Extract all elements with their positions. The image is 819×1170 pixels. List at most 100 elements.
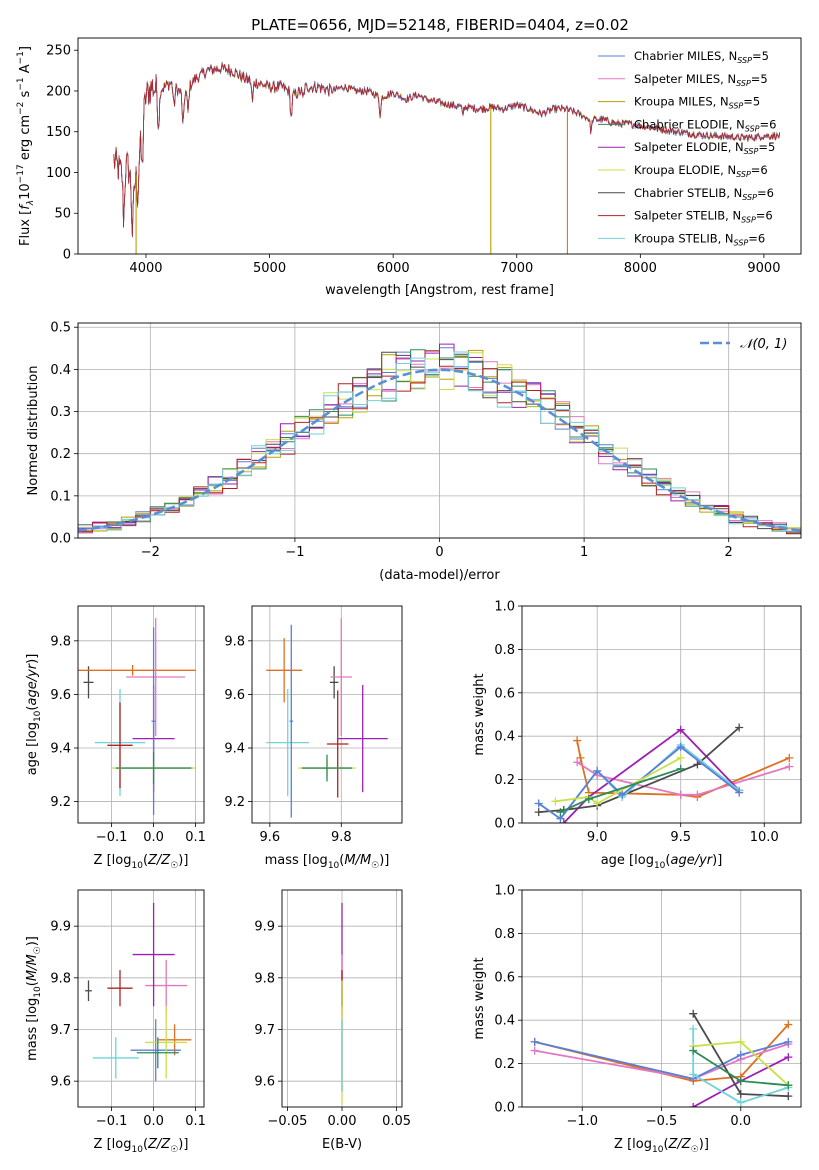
weight-marker-gray — [736, 1089, 745, 1098]
label-part: M/M — [25, 954, 40, 981]
y-tick-label: 0.8 — [494, 927, 515, 942]
mass_weight_vs_age-panel: 9.0 9.5 10.0 0.0 0.2 0.4 0.6 0.8 1.0 mass weight a… — [472, 600, 802, 871]
legend-entry: Chabrier MILES, NSSP=5 — [634, 49, 769, 65]
y-tick-label: 1.0 — [494, 884, 515, 899]
panels: 4000 5000 6000 7000 8000 9000050100150200250w… — [16, 37, 802, 1155]
x-tick-label: −1 — [285, 545, 304, 560]
weight-marker-pink — [785, 762, 794, 771]
y-tick-label: 0.2 — [494, 1057, 515, 1072]
subscript: ☉ — [170, 861, 178, 871]
label-part: SSP — [736, 170, 751, 179]
mass_vs_ebv-panel: −0.05 0.00 0.05 9.6 9.7 9.8 9.9 E(B-V) — [254, 889, 411, 1152]
label-part: )] — [379, 853, 389, 868]
label-part: SSP — [737, 56, 752, 65]
y-tick-label: 9.8 — [224, 634, 245, 649]
weight-marker-cyan — [689, 1070, 698, 1079]
subscript: 10 — [131, 861, 143, 871]
weight-marker-blue — [784, 1037, 793, 1046]
label-part: =5 — [743, 95, 760, 109]
label-part: =6 — [748, 231, 765, 245]
spectrum-line-red — [113, 63, 781, 237]
x-tick-label: −0.1 — [96, 1114, 128, 1129]
weight-marker-orange — [576, 753, 585, 762]
weight-marker-cyan — [736, 1098, 745, 1107]
legend-entry: Salpeter STELIB, NSSP=6 — [634, 209, 773, 225]
x-tick-label: −1.0 — [566, 1114, 598, 1129]
weight-marker-orange — [784, 1020, 793, 1029]
weight-line-blue — [538, 746, 740, 820]
weight-marker-gray — [784, 1092, 793, 1101]
residuals-plot-area — [78, 343, 801, 535]
label-part: Z/Z — [668, 1137, 692, 1152]
x-tick-label: −2 — [141, 545, 160, 560]
weight-marker-green — [736, 1076, 745, 1085]
y-tick-label: 150 — [46, 125, 71, 140]
weight-marker-orange — [573, 736, 582, 745]
y-tick-label: 9.7 — [254, 1023, 275, 1038]
x-tick-label: 9.6 — [260, 830, 281, 845]
x-tick-label: 6000 — [377, 261, 410, 276]
y-tick-label: 1.0 — [494, 600, 515, 615]
x-tick-label: 9000 — [747, 261, 780, 276]
x-tick-label: 9.8 — [331, 830, 352, 845]
mass_vs_Z-panel: −0.1 0.0 0.1 9.6 9.7 9.8 9.9 Z [log10(Z/Z☉)] mas… — [25, 889, 206, 1155]
weight-marker-green — [676, 764, 685, 773]
y-tick-label: 9.2 — [224, 795, 245, 810]
axes-frame — [251, 605, 403, 824]
label-part: =6 — [757, 186, 774, 200]
x-tick-label: 0.00 — [328, 1114, 357, 1129]
y-axis-label: mass weight — [472, 957, 487, 1039]
label-part: 10 — [33, 710, 43, 722]
legend-entry: Chabrier STELIB, NSSP=6 — [634, 186, 774, 202]
label-part: ( — [25, 706, 40, 711]
weight-line-orange — [534, 1023, 789, 1082]
axes-frame — [77, 37, 802, 255]
label-part: age/yr — [25, 662, 40, 705]
x-tick-label: −0.05 — [268, 1114, 308, 1129]
weight-marker-yellow — [593, 799, 602, 808]
label-part: mass [log — [25, 998, 40, 1061]
x-axis-label: Z [log10(Z/Z☉)] — [614, 1137, 709, 1155]
label-part: Kroupa MILES, N — [634, 95, 729, 109]
mass_weight_vs_age-plot-area — [534, 723, 794, 823]
label-part: )] — [699, 1137, 709, 1152]
age_vs_Z-plot-area — [78, 618, 196, 815]
label-part: −1 — [16, 51, 26, 64]
label-part: ( — [143, 853, 148, 868]
subscript: 10 — [652, 1145, 664, 1155]
label-part: =6 — [760, 117, 777, 131]
age_vs_Z-panel: −0.1 0.0 0.1 9.2 9.4 9.6 9.8 Z [log10(Z/Z☉)] age… — [25, 605, 206, 871]
label-part: SSP — [742, 193, 757, 202]
label-part: ☉ — [33, 946, 43, 954]
x-tick-label: 0.0 — [143, 830, 164, 845]
legend-entry: Salpeter ELODIE, NSSP=5 — [634, 140, 775, 156]
y-axis-label: mass weight — [472, 673, 487, 755]
y-tick-label: 9.9 — [254, 920, 275, 935]
weight-marker-green — [689, 1046, 698, 1055]
y-tick-label: 0 — [63, 248, 71, 263]
y-tick-label: 0.2 — [494, 773, 515, 788]
weight-line-pink — [534, 1043, 789, 1080]
label-part: −1 — [16, 77, 26, 90]
x-tick-label: 0 — [435, 545, 443, 560]
x-tick-label: 0.05 — [382, 1114, 411, 1129]
y-tick-label: 0.0 — [50, 532, 71, 547]
legend-entry: Kroupa STELIB, NSSP=6 — [634, 231, 765, 247]
histogram-cyan — [78, 351, 801, 532]
weight-marker-purple — [559, 819, 568, 823]
weight-marker-pink — [693, 790, 702, 799]
x-tick-label: 9.5 — [670, 830, 691, 845]
subscript: ☉ — [371, 861, 379, 871]
legend-entry: Salpeter MILES, NSSP=5 — [634, 72, 768, 88]
axes-frame — [521, 605, 802, 824]
weight-line-purple — [563, 728, 740, 823]
x-tick-label: 0.0 — [143, 1114, 164, 1129]
label-part: Salpeter ELODIE, N — [634, 140, 744, 154]
label-part: SSP — [729, 102, 744, 111]
x-axis-label: (data-model)/error — [379, 568, 500, 583]
label-part: ( — [665, 853, 670, 868]
weight-marker-blue — [735, 788, 744, 797]
y-tick-label: 9.8 — [50, 971, 71, 986]
label-part: =6 — [751, 163, 768, 177]
label-part: s — [18, 90, 33, 101]
